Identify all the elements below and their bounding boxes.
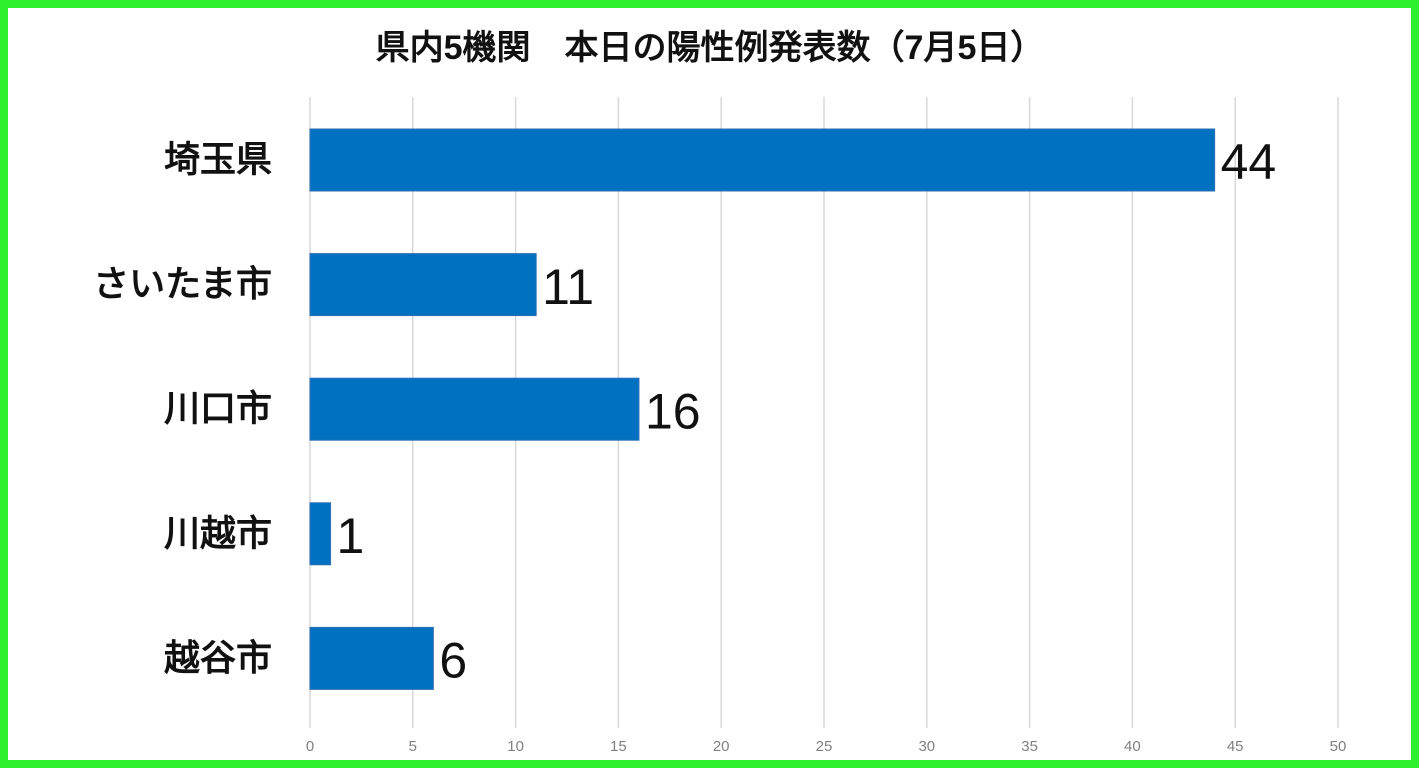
y-tick-label: 越谷市 <box>164 637 272 678</box>
data-label: 1 <box>337 508 365 564</box>
data-label: 11 <box>542 259 594 315</box>
y-tick-label: 川口市 <box>164 388 272 429</box>
bar <box>309 502 332 566</box>
x-tick-label: 0 <box>306 738 314 755</box>
bar <box>309 253 537 317</box>
x-tick-label: 30 <box>918 738 935 755</box>
x-tick-label: 40 <box>1124 738 1141 755</box>
chart-title: 県内5機関 本日の陽性例発表数（7月5日） <box>376 28 1045 67</box>
x-tick-label: 5 <box>409 738 417 755</box>
x-tick-label: 35 <box>1021 738 1038 755</box>
x-tick-label: 45 <box>1227 738 1244 755</box>
y-tick-label: さいたま市 <box>93 263 272 304</box>
x-tick-label: 15 <box>610 738 627 755</box>
x-tick-label: 25 <box>816 738 833 755</box>
x-tick-label: 50 <box>1330 738 1347 755</box>
x-tick-label: 20 <box>713 738 730 755</box>
y-tick-label: 川越市 <box>164 512 272 553</box>
bar <box>309 377 640 441</box>
data-label: 6 <box>439 633 467 689</box>
x-tick-label: 10 <box>507 738 524 755</box>
data-label: 16 <box>645 383 701 439</box>
y-tick-label: 埼玉県 <box>164 139 272 180</box>
bar <box>309 128 1216 192</box>
bar <box>309 626 434 690</box>
data-label: 44 <box>1221 134 1277 190</box>
